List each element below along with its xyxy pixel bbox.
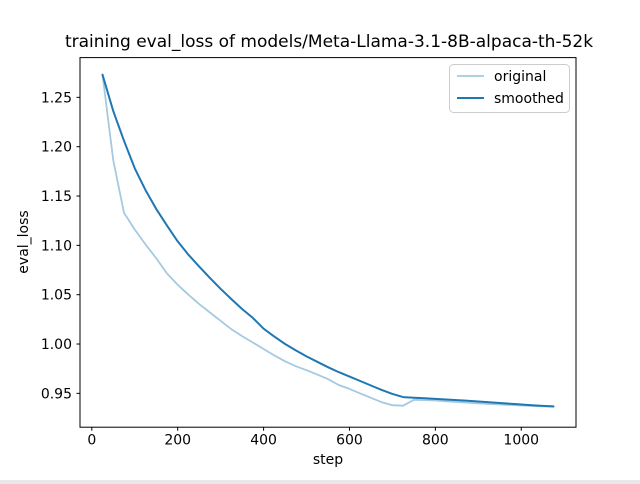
y-tick-label: 1.05 — [41, 288, 72, 304]
y-tick-label: 1.10 — [41, 238, 72, 254]
smoothed-line — [101, 73, 555, 408]
chart-title: training eval_loss of models/Meta-Llama-… — [65, 32, 593, 52]
y-tick-label: 0.95 — [41, 386, 72, 402]
legend: original smoothed — [449, 64, 570, 113]
original-line — [101, 73, 555, 408]
x-tick-label: 200 — [164, 433, 191, 449]
y-tick-label: 1.20 — [41, 140, 72, 156]
x-tick-label: 800 — [422, 433, 449, 449]
y-axis-label: eval_loss — [16, 210, 32, 273]
plot-area — [79, 57, 577, 428]
legend-label-smoothed: smoothed — [494, 91, 564, 107]
y-tick-label: 1.00 — [41, 337, 72, 353]
x-tick-label: 400 — [250, 433, 277, 449]
x-tick-label: 600 — [336, 433, 363, 449]
y-tick-label: 1.25 — [41, 90, 72, 106]
legend-label-original: original — [494, 69, 546, 85]
x-axis-ticks: 0 200 400 600 800 1000 — [87, 427, 539, 449]
x-tick-label: 1000 — [503, 433, 539, 449]
y-tick-label: 1.15 — [41, 189, 72, 205]
y-axis-ticks: 0.95 1.00 1.05 1.10 1.15 1.20 1.25 — [41, 90, 80, 402]
x-tick-label: 0 — [87, 433, 96, 449]
x-axis-label: step — [313, 452, 343, 468]
series-lines — [101, 73, 555, 408]
